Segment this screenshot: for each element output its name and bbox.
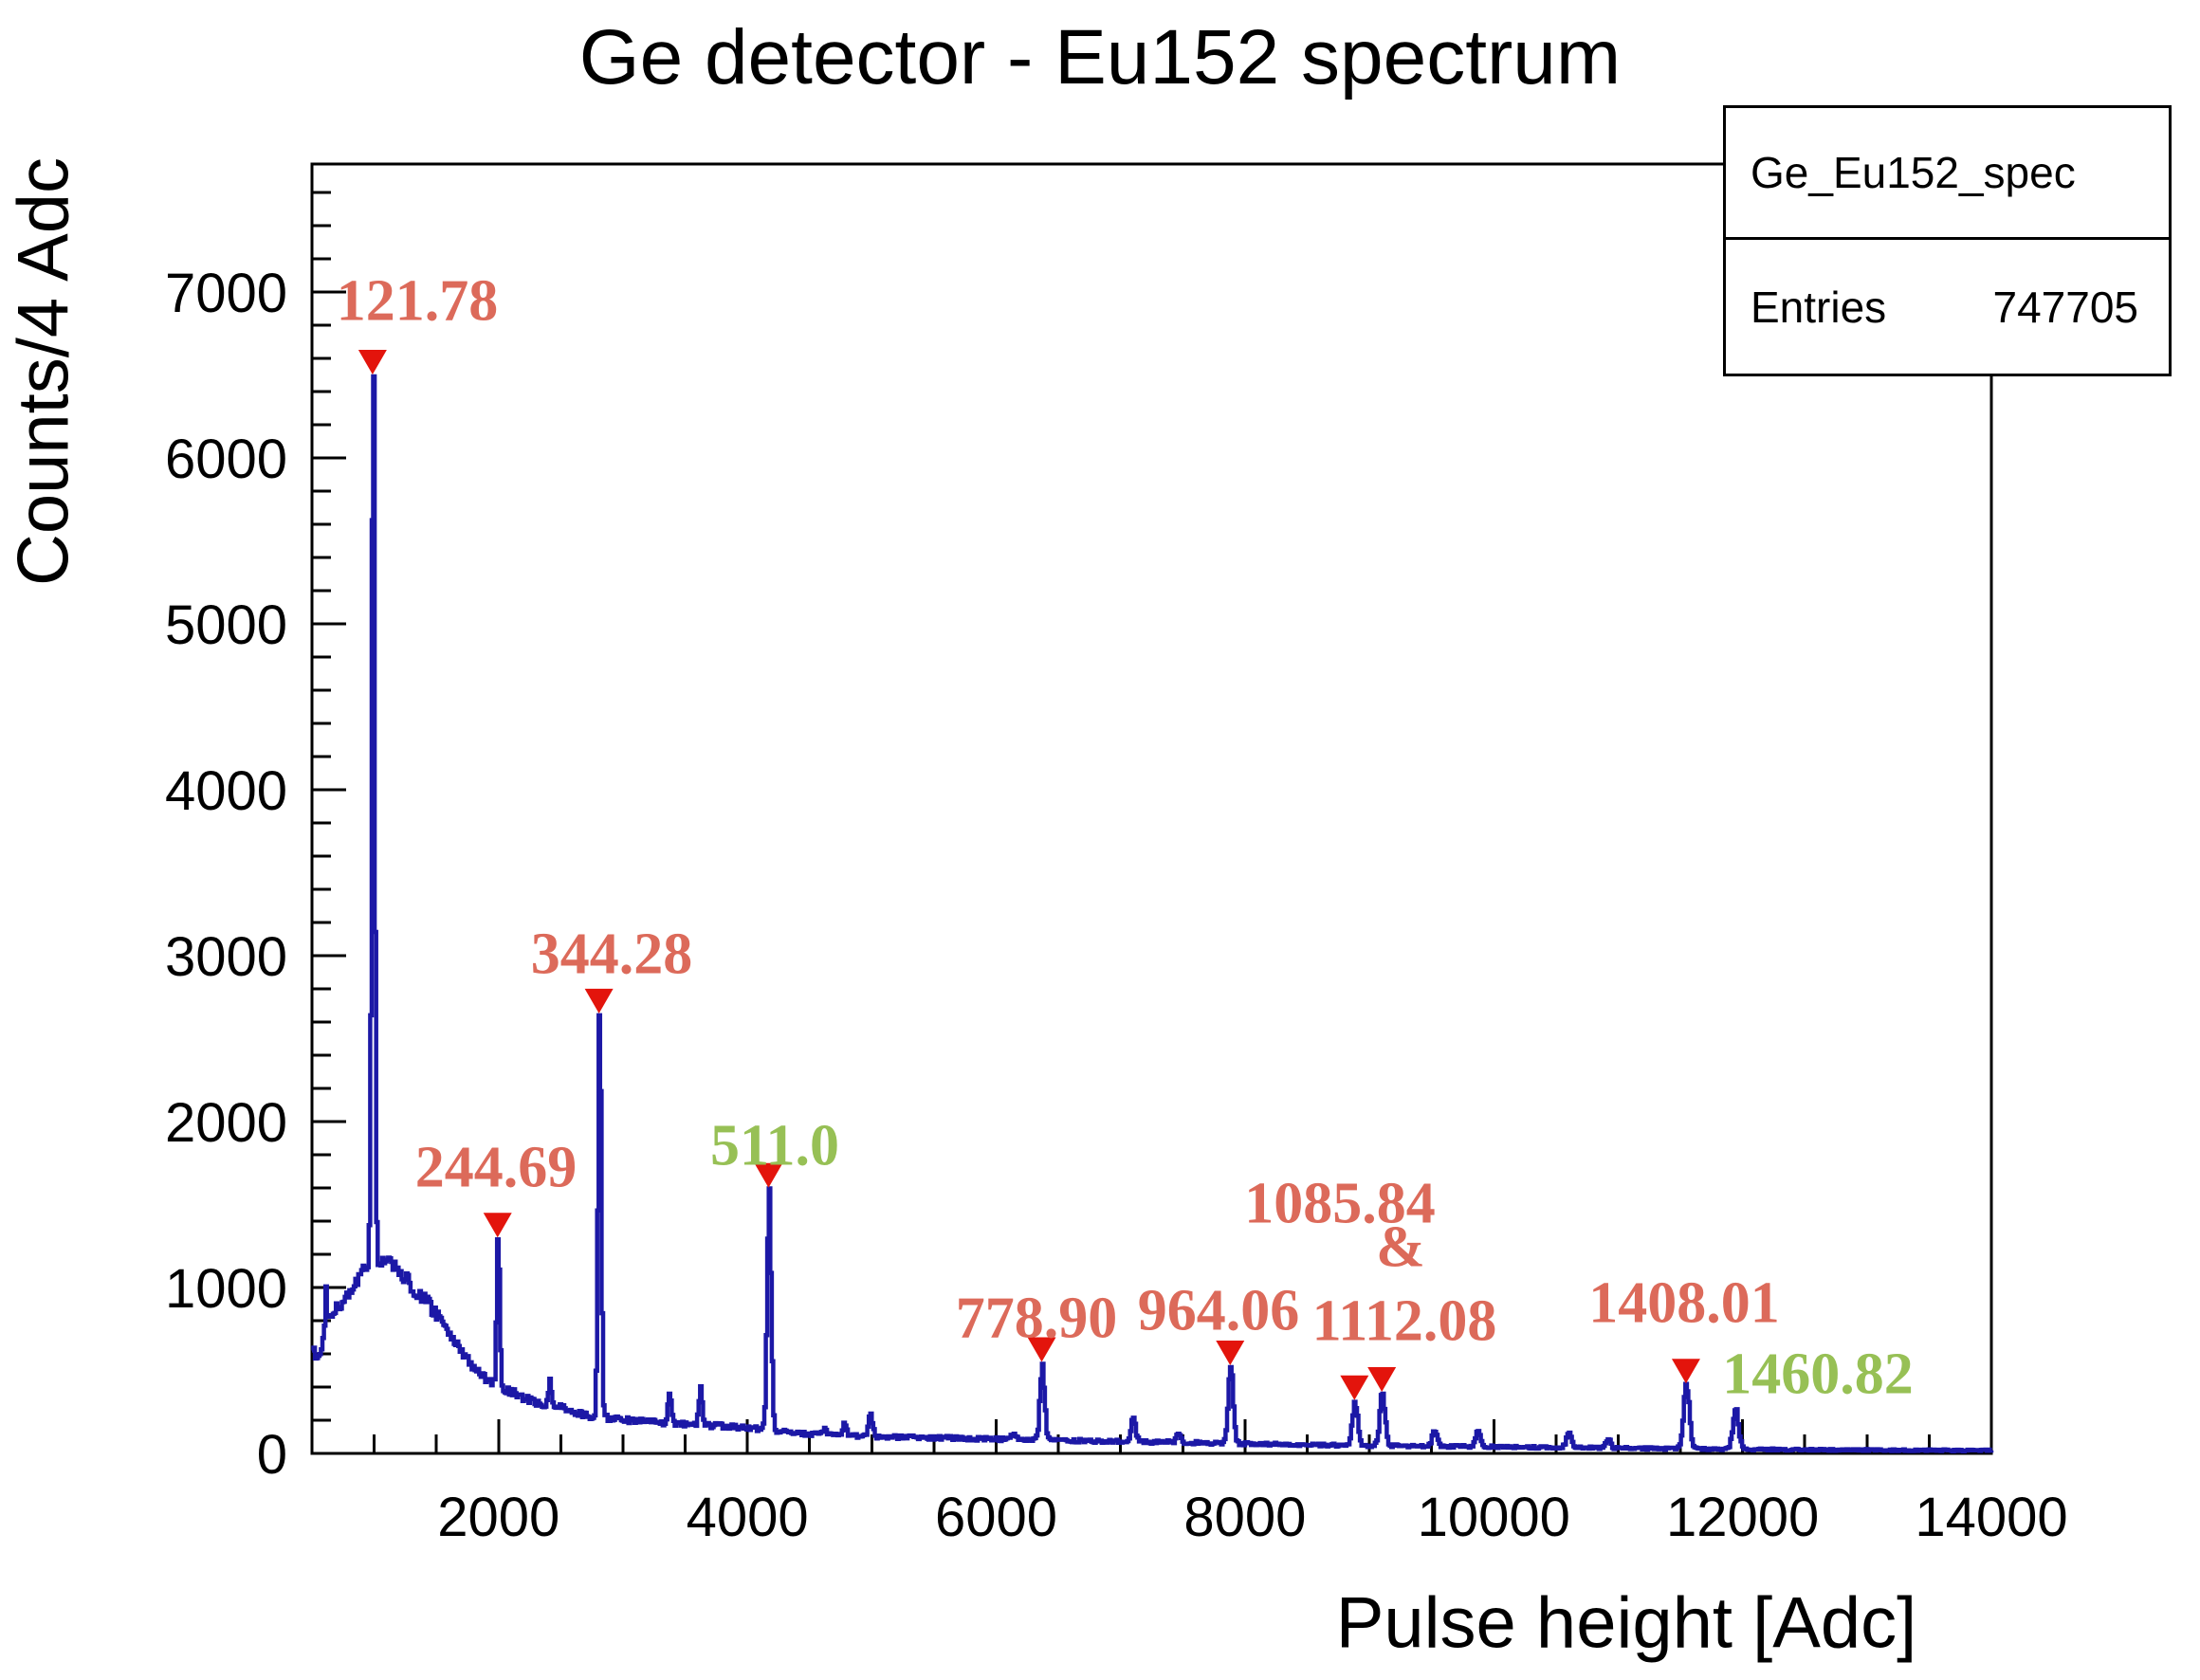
chart-title: Ge detector - Eu152 spectrum bbox=[578, 14, 1622, 100]
peak-marker-964.06 bbox=[1216, 1340, 1245, 1365]
x-axis-title: Pulse height [Adc] bbox=[1335, 1582, 1917, 1664]
x-tick-label-6000: 6000 bbox=[935, 1487, 1057, 1548]
axis-ticks bbox=[312, 191, 1993, 1455]
peak-marker-121.78 bbox=[358, 350, 387, 375]
peak-label-1085.84: 1085.84 bbox=[1244, 1171, 1436, 1236]
peak-label-121.78: 121.78 bbox=[336, 268, 499, 334]
peak-label-244.69: 244.69 bbox=[414, 1135, 578, 1200]
y-tick-label-5000: 5000 bbox=[165, 594, 287, 656]
peak-marker-244.69 bbox=[483, 1213, 512, 1238]
peak-marker-1085.84 bbox=[1340, 1375, 1369, 1400]
peak-label-1112.08: 1112.08 bbox=[1311, 1288, 1497, 1354]
stats-histogram-name: Ge_Eu152_spec bbox=[1751, 148, 2076, 197]
y-tick-label-7000: 7000 bbox=[165, 263, 287, 324]
y-tick-label-1000: 1000 bbox=[165, 1258, 287, 1320]
peak-label-ampersand: & bbox=[1376, 1214, 1425, 1280]
peak-label-511.0: 511.0 bbox=[709, 1113, 840, 1178]
peak-label-1408.01: 1408.01 bbox=[1588, 1270, 1780, 1336]
peak-marker-1408.01 bbox=[1671, 1359, 1700, 1384]
x-tick-label-2000: 2000 bbox=[437, 1487, 559, 1548]
peak-marker-511.0 bbox=[754, 1162, 783, 1188]
y-tick-label-0: 0 bbox=[257, 1424, 287, 1486]
spectrum-curve bbox=[311, 374, 1994, 1453]
stats-box: Ge_Eu152_spec Entries 747705 bbox=[1723, 105, 2172, 376]
peak-label-1460.82: 1460.82 bbox=[1722, 1342, 1914, 1407]
peak-label-964.06: 964.06 bbox=[1137, 1278, 1300, 1343]
stats-entries-value: 747705 bbox=[1992, 282, 2139, 332]
x-tick-label-8000: 8000 bbox=[1183, 1487, 1306, 1548]
stats-entries-label: Entries bbox=[1751, 282, 1887, 332]
x-tick-label-12000: 12000 bbox=[1666, 1487, 1819, 1548]
peak-marker-778.90 bbox=[1027, 1337, 1056, 1362]
y-tick-label-6000: 6000 bbox=[165, 429, 287, 490]
peak-marker-1112.08 bbox=[1367, 1366, 1397, 1392]
peak-marker-344.28 bbox=[584, 988, 614, 1013]
x-tick-label-4000: 4000 bbox=[687, 1487, 809, 1548]
x-tick-label-10000: 10000 bbox=[1418, 1487, 1570, 1548]
y-tick-label-3000: 3000 bbox=[165, 926, 287, 988]
y-tick-label-4000: 4000 bbox=[165, 760, 287, 822]
x-tick-label-14000: 14000 bbox=[1915, 1487, 2067, 1548]
peak-label-778.90: 778.90 bbox=[955, 1286, 1118, 1351]
y-tick-label-2000: 2000 bbox=[165, 1092, 287, 1154]
peak-label-344.28: 344.28 bbox=[530, 922, 693, 987]
plot-frame bbox=[310, 162, 1993, 1455]
